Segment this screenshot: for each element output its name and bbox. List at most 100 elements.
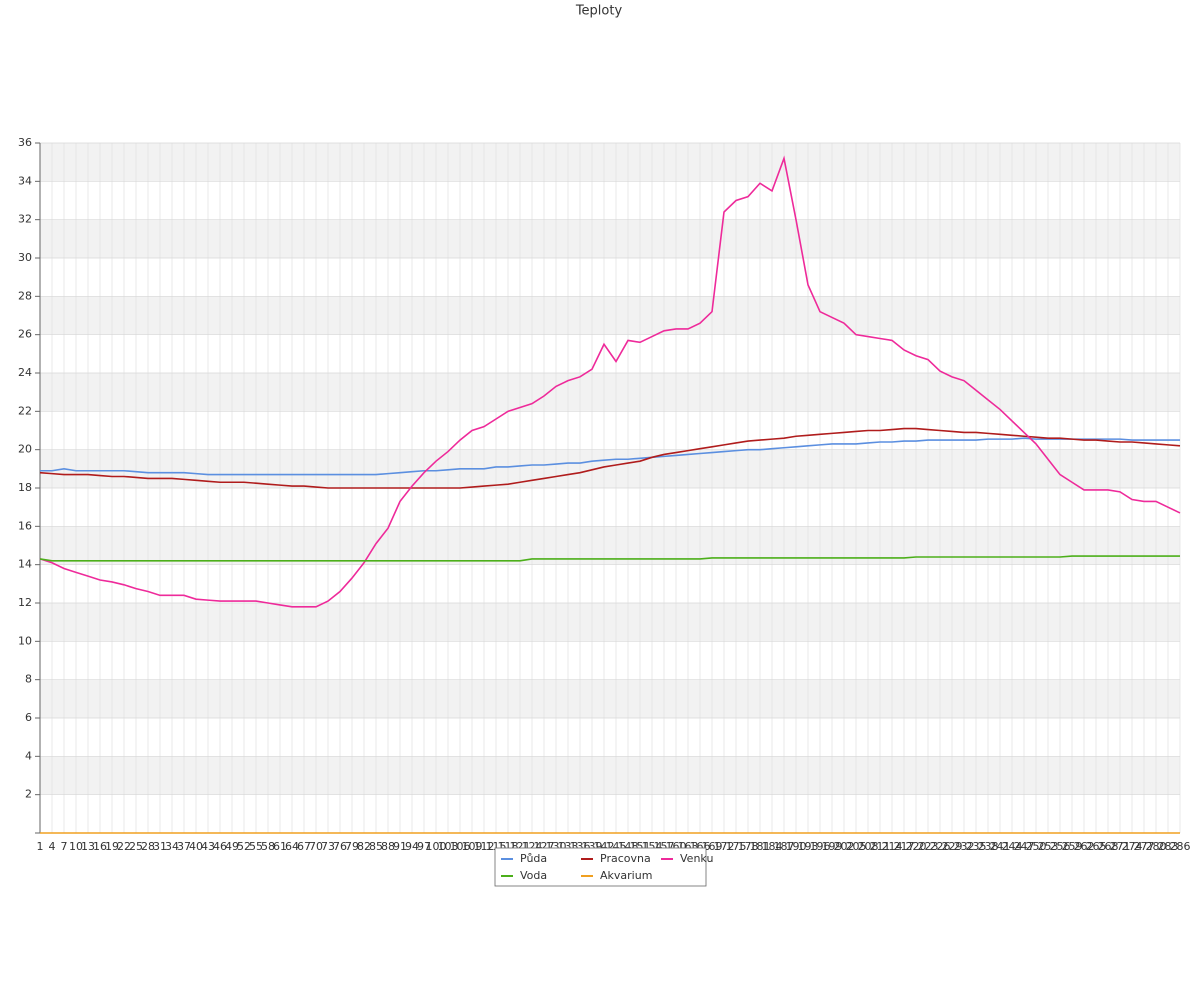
x-tick-label: 70: [309, 840, 323, 853]
legend-label: Pracovna: [600, 852, 651, 865]
x-tick-label: 52: [237, 840, 251, 853]
x-tick-label: 250: [1026, 840, 1047, 853]
grid-band: [40, 219, 1180, 258]
x-tick-label: 190: [786, 840, 807, 853]
x-tick-label: 214: [882, 840, 903, 853]
x-tick-label: 271: [1110, 840, 1131, 853]
y-tick-label: 8: [25, 673, 32, 686]
grid-band: [40, 603, 1180, 642]
x-tick-label: 265: [1086, 840, 1107, 853]
series-line: [40, 437, 1180, 476]
y-tick-label: 10: [18, 634, 32, 647]
y-tick-label: 4: [25, 749, 32, 762]
grid-band: [40, 296, 1180, 335]
x-tick-label: 217: [894, 840, 915, 853]
x-tick-label: 22: [117, 840, 131, 853]
x-tick-label: 244: [1002, 840, 1023, 853]
grid-band: [40, 679, 1180, 718]
grid-band: [40, 143, 1180, 182]
y-tick-label: 12: [18, 596, 32, 609]
x-tick-label: 25: [129, 840, 143, 853]
x-tick-label: 91: [393, 840, 407, 853]
x-tick-label: 181: [750, 840, 771, 853]
y-tick-label: 14: [18, 558, 32, 571]
x-tick-label: 73: [321, 840, 335, 853]
x-tick-label: 43: [201, 840, 215, 853]
x-tick-label: 238: [978, 840, 999, 853]
legend-label: Půda: [520, 852, 547, 865]
x-tick-label: 205: [846, 840, 867, 853]
x-tick-label: 58: [261, 840, 275, 853]
y-tick-label: 20: [18, 443, 32, 456]
x-tick-label: 208: [858, 840, 879, 853]
x-tick-label: 79: [345, 840, 359, 853]
x-tick-label: 286: [1170, 840, 1191, 853]
x-tick-label: 268: [1098, 840, 1119, 853]
x-tick-label: 226: [930, 840, 951, 853]
y-tick-label: 36: [18, 136, 32, 149]
x-tick-label: 97: [417, 840, 431, 853]
y-tick-label: 2: [25, 788, 32, 801]
grid-band: [40, 373, 1180, 412]
legend-label: Voda: [520, 869, 547, 882]
x-tick-label: 256: [1050, 840, 1071, 853]
x-tick-label: 247: [1014, 840, 1035, 853]
y-tick-label: 24: [18, 366, 32, 379]
x-tick-label: 82: [357, 840, 371, 853]
x-tick-label: 85: [369, 840, 383, 853]
x-tick-label: 31: [153, 840, 167, 853]
x-tick-label: 241: [990, 840, 1011, 853]
x-tick-label: 172: [714, 840, 735, 853]
x-tick-label: 175: [726, 840, 747, 853]
x-tick-label: 202: [834, 840, 855, 853]
y-tick-label: 26: [18, 328, 32, 341]
x-tick-label: 4: [49, 840, 56, 853]
x-tick-label: 28: [141, 840, 155, 853]
x-tick-label: 94: [405, 840, 419, 853]
x-tick-label: 109: [462, 840, 483, 853]
x-tick-label: 253: [1038, 840, 1059, 853]
y-tick-label: 16: [18, 519, 32, 532]
x-tick-label: 277: [1134, 840, 1155, 853]
x-tick-label: 64: [285, 840, 299, 853]
x-tick-label: 76: [333, 840, 347, 853]
x-tick-label: 193: [798, 840, 819, 853]
x-tick-label: 169: [702, 840, 723, 853]
series-line: [39, 155, 1181, 608]
x-tick-label: 280: [1146, 840, 1167, 853]
x-tick-label: 88: [381, 840, 395, 853]
grid-band: [40, 756, 1180, 795]
x-tick-label: 196: [810, 840, 831, 853]
x-tick-label: 16: [93, 840, 107, 853]
x-tick-label: 262: [1074, 840, 1095, 853]
x-tick-label: 187: [774, 840, 795, 853]
x-tick-label: 10: [69, 840, 83, 853]
x-tick-label: 46: [213, 840, 227, 853]
legend-box: [494, 847, 707, 887]
x-tick-label: 49: [225, 840, 239, 853]
x-tick-label: 283: [1158, 840, 1179, 853]
x-tick-label: 184: [762, 840, 783, 853]
x-tick-label: 178: [738, 840, 759, 853]
x-tick-label: 223: [918, 840, 939, 853]
series-line: [39, 427, 1181, 489]
x-tick-label: 7: [61, 840, 68, 853]
x-tick-label: 61: [273, 840, 287, 853]
x-tick-label: 103: [438, 840, 459, 853]
x-tick-label: 37: [177, 840, 191, 853]
x-tick-label: 199: [822, 840, 843, 853]
chart-title: Teploty: [575, 4, 623, 19]
x-tick-label: 13: [81, 840, 95, 853]
x-tick-label: 40: [189, 840, 203, 853]
x-tick-label: 67: [297, 840, 311, 853]
y-tick-label: 22: [18, 404, 32, 417]
x-tick-label: 220: [906, 840, 927, 853]
y-tick-label: 30: [18, 251, 32, 264]
y-tick-label: 28: [18, 289, 32, 302]
x-tick-label: 55: [249, 840, 263, 853]
x-tick-label: 1: [37, 840, 44, 853]
y-tick-label: 18: [18, 481, 32, 494]
x-tick-label: 112: [474, 840, 495, 853]
x-tick-label: 274: [1122, 840, 1143, 853]
legend-label: Venku: [680, 852, 713, 865]
